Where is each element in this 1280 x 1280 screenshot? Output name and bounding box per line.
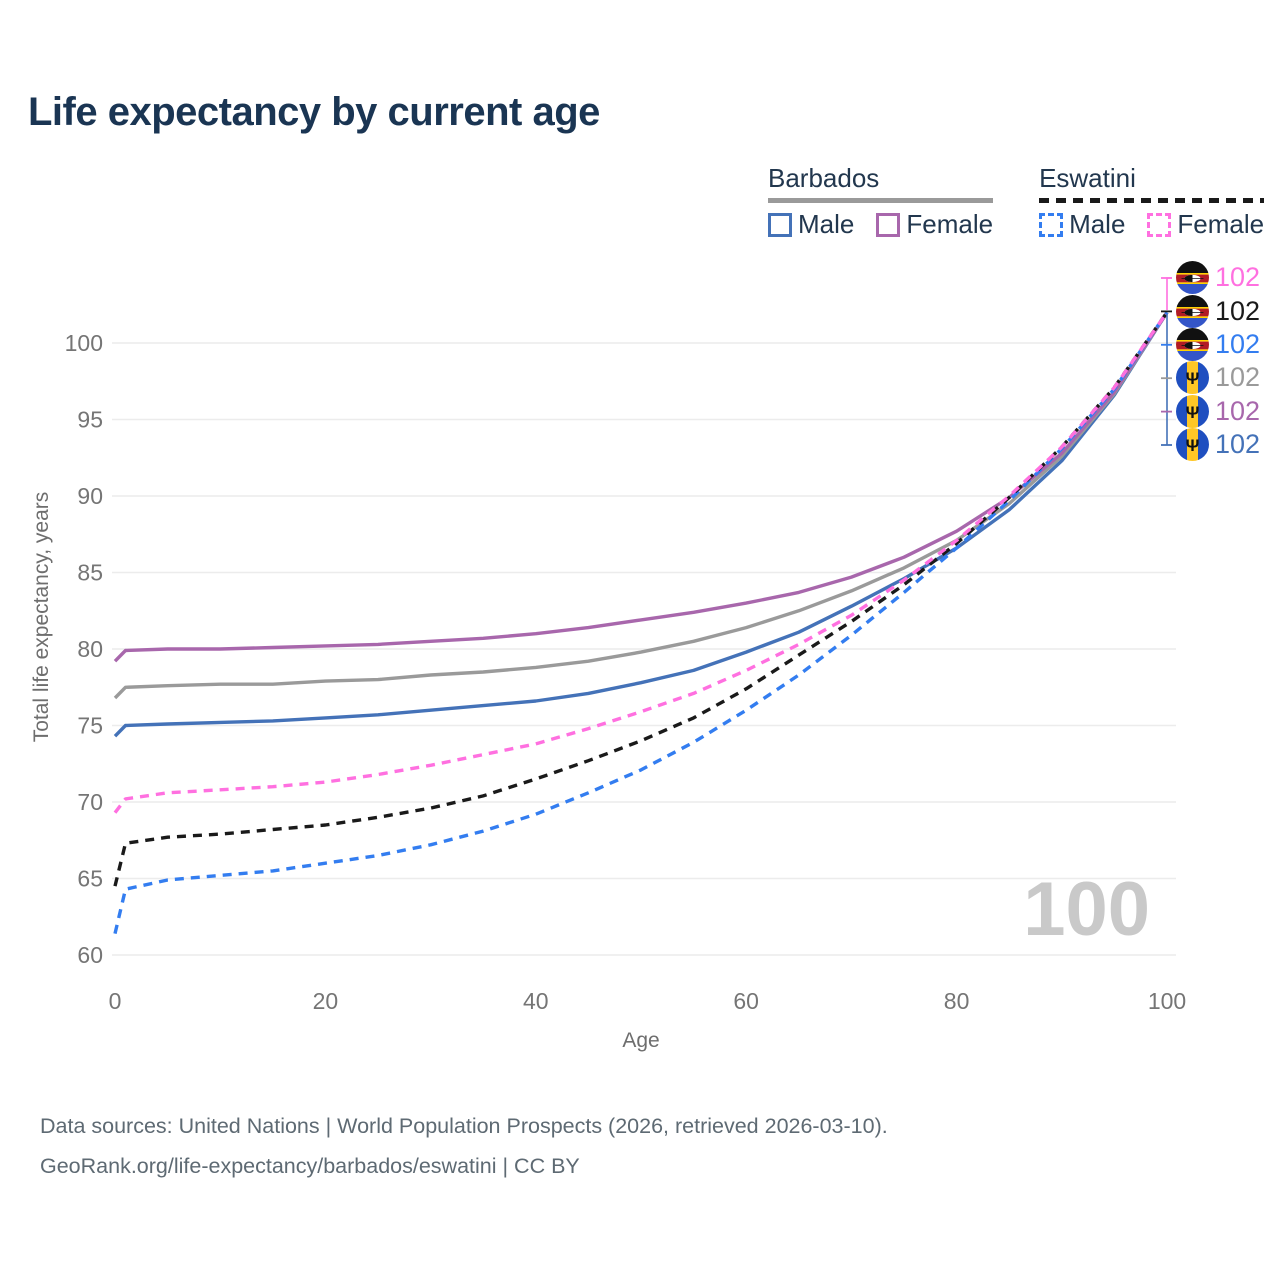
y-tick-label: 85 xyxy=(77,560,103,586)
legend-underline-barbados xyxy=(768,198,994,203)
x-tick-label: 40 xyxy=(523,988,549,1014)
legend-swatch-eswatini-male-icon xyxy=(1039,212,1064,237)
series-line-eswatini-both[interactable] xyxy=(113,311,1169,887)
end-value: 102 xyxy=(1215,362,1261,393)
legend-swatch-barbados-female-icon xyxy=(876,212,901,237)
attribution-line: GeoRank.org/life-expectancy/barbados/esw… xyxy=(40,1154,580,1178)
legend-country-eswatini[interactable]: Eswatini xyxy=(1039,163,1136,193)
x-tick-label: 100 xyxy=(1148,988,1186,1014)
line-chart-plot[interactable]: 60 65 70 75 80 85 90 95 100 0 20 40 60 80 100 Total lif… xyxy=(0,0,1280,1080)
end-label-eswatini-both-sexes: 102 xyxy=(1176,294,1261,328)
y-tick-label: 95 xyxy=(77,407,103,433)
series-line-eswatini-male[interactable] xyxy=(113,311,1169,934)
series-line-eswatini-female[interactable] xyxy=(113,311,1169,814)
legend-item-label: Female xyxy=(1177,209,1265,239)
x-tick-label: 0 xyxy=(109,988,122,1014)
end-label-barbados-male: Ψ 102 xyxy=(1176,428,1261,462)
eswatini-flag-icon xyxy=(1176,294,1209,328)
series-line-barbados-both[interactable] xyxy=(113,311,1169,700)
series-line-barbados-male[interactable] xyxy=(113,311,1169,738)
x-tick-label: 20 xyxy=(313,988,339,1014)
legend-country-barbados[interactable]: Barbados xyxy=(768,163,880,193)
legend-item-eswatini-male[interactable]: Male xyxy=(1039,209,1125,240)
svg-text:Ψ: Ψ xyxy=(1186,436,1200,455)
end-label-eswatini-male: 102 xyxy=(1176,327,1261,361)
legend-underline-eswatini xyxy=(1039,198,1265,203)
legend-item-barbados-female[interactable]: Female xyxy=(876,209,993,240)
svg-text:Ψ: Ψ xyxy=(1186,403,1200,422)
end-label-barbados-female: Ψ 102 xyxy=(1176,394,1261,428)
end-value: 102 xyxy=(1215,395,1261,426)
y-tick-label: 80 xyxy=(77,636,103,662)
legend-item-label: Female xyxy=(906,209,994,239)
x-tick-label: 60 xyxy=(733,988,759,1014)
y-axis-title: Total life expectancy, years xyxy=(30,492,53,743)
end-label-barbados-both-sexes: Ψ 102 xyxy=(1176,361,1261,395)
end-value: 102 xyxy=(1215,328,1261,359)
leader-line-top xyxy=(1166,277,1172,310)
x-tick-label: 80 xyxy=(944,988,970,1014)
barbados-flag-icon: Ψ xyxy=(1176,394,1209,428)
legend-item-barbados-male[interactable]: Male xyxy=(768,209,854,240)
barbados-flag-icon: Ψ xyxy=(1176,428,1209,462)
y-tick-label: 100 xyxy=(65,330,103,356)
y-tick-label: 90 xyxy=(77,483,103,509)
y-tick-label: 75 xyxy=(77,713,103,739)
end-label-eswatini-female: 102 xyxy=(1176,261,1261,295)
legend-group-eswatini: Eswatini Male Female xyxy=(1039,163,1265,240)
y-tick-label: 65 xyxy=(77,866,103,892)
eswatini-flag-icon xyxy=(1176,327,1209,361)
legend-item-label: Male xyxy=(1069,209,1126,239)
page-title: Life expectancy by current age xyxy=(28,90,600,134)
svg-text:Ψ: Ψ xyxy=(1186,369,1200,388)
legend-swatch-eswatini-female-icon xyxy=(1147,212,1172,237)
series-end-labels: 102 102 102 Ψ 102 Ψ 102 Ψ 102 xyxy=(1176,261,1261,462)
legend-item-eswatini-female[interactable]: Female xyxy=(1147,209,1264,240)
age-watermark: 100 xyxy=(1023,867,1150,952)
y-tick-label: 70 xyxy=(77,789,103,815)
series-line-barbados-female[interactable] xyxy=(113,311,1169,663)
y-tick-label: 60 xyxy=(77,942,103,968)
end-value: 102 xyxy=(1215,429,1261,460)
end-value: 102 xyxy=(1215,295,1261,326)
barbados-flag-icon: Ψ xyxy=(1176,361,1209,395)
data-sources-line: Data sources: United Nations | World Pop… xyxy=(40,1114,888,1138)
legend-group-barbados: Barbados Male Female xyxy=(768,163,994,240)
eswatini-flag-icon xyxy=(1176,261,1209,295)
footer-credits: Data sources: United Nations | World Pop… xyxy=(40,1106,888,1186)
x-axis-title: Age xyxy=(622,1029,659,1052)
legend-item-label: Male xyxy=(798,209,855,239)
end-value: 102 xyxy=(1215,262,1261,293)
chart-legend: Barbados Male Female Eswatini Male xyxy=(768,163,1265,240)
legend-swatch-barbados-male-icon xyxy=(768,212,792,237)
